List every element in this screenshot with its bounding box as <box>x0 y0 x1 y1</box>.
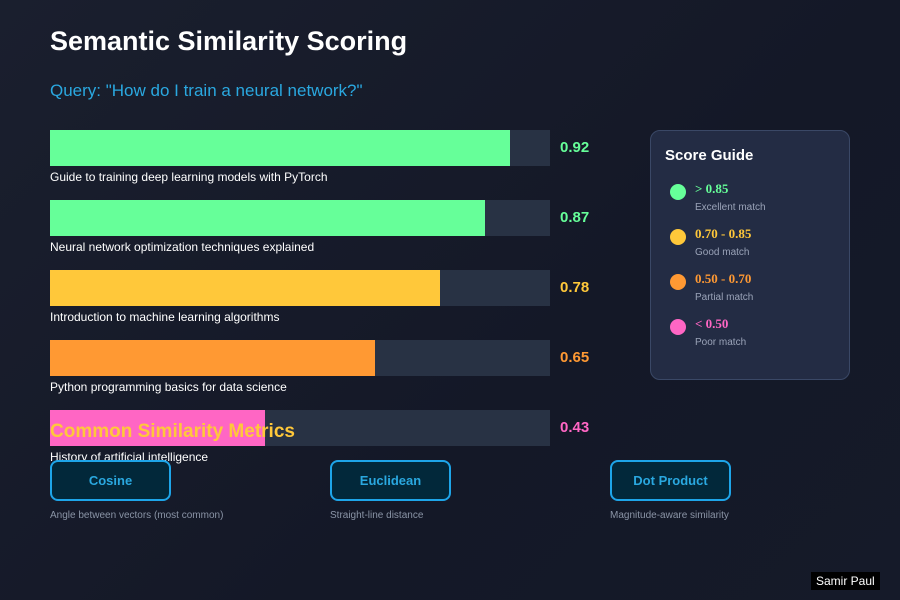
query-text: Query: "How do I train a neural network?… <box>50 81 363 100</box>
document-title: Introduction to machine learning algorit… <box>50 310 280 324</box>
score-value: 0.65 <box>560 349 590 366</box>
metric-description: Straight-line distance <box>330 510 424 521</box>
legend-dot-icon <box>670 184 686 200</box>
page-title: Semantic Similarity Scoring <box>50 26 408 56</box>
score-bar-fill <box>50 270 440 306</box>
score-guide-panel: Score Guide > 0.85 Excellent match 0.70 … <box>650 130 850 380</box>
score-bar-track <box>50 340 550 376</box>
legend-dot-icon <box>670 319 686 335</box>
score-bar-track <box>50 130 550 166</box>
score-bar-fill <box>50 410 265 446</box>
watermark: Samir Paul <box>811 572 880 590</box>
metric-description: Angle between vectors (most common) <box>50 510 224 521</box>
score-bar-fill <box>50 130 510 166</box>
score-bar-track <box>50 410 550 446</box>
score-value: 0.87 <box>560 209 590 226</box>
legend-description: Partial match <box>695 292 754 303</box>
metric-button-cosine[interactable]: Cosine <box>50 460 171 501</box>
score-bar-track <box>50 200 550 236</box>
metric-button-euclidean[interactable]: Euclidean <box>330 460 451 501</box>
score-value: 0.43 <box>560 419 590 436</box>
document-title: Guide to training deep learning models w… <box>50 170 328 184</box>
score-bar-fill <box>50 340 375 376</box>
metric-button-dot-product[interactable]: Dot Product <box>610 460 731 501</box>
legend-description: Good match <box>695 247 750 258</box>
legend-range: < 0.50 <box>695 316 729 331</box>
document-title: Python programming basics for data scien… <box>50 380 287 394</box>
score-value: 0.92 <box>560 139 590 156</box>
metrics-title: Common Similarity Metrics <box>50 421 295 442</box>
legend-dot-icon <box>670 274 686 290</box>
legend-description: Poor match <box>695 337 747 348</box>
score-guide-title: Score Guide <box>665 147 754 164</box>
score-bar-track <box>50 270 550 306</box>
legend-dot-icon <box>670 229 686 245</box>
score-bar-fill <box>50 200 485 236</box>
legend-range: 0.50 - 0.70 <box>695 271 752 286</box>
legend-description: Excellent match <box>695 202 766 213</box>
score-value: 0.78 <box>560 279 590 296</box>
document-title: Neural network optimization techniques e… <box>50 240 315 254</box>
legend-range: > 0.85 <box>695 181 729 196</box>
legend-range: 0.70 - 0.85 <box>695 226 752 241</box>
metric-description: Magnitude-aware similarity <box>610 510 729 521</box>
